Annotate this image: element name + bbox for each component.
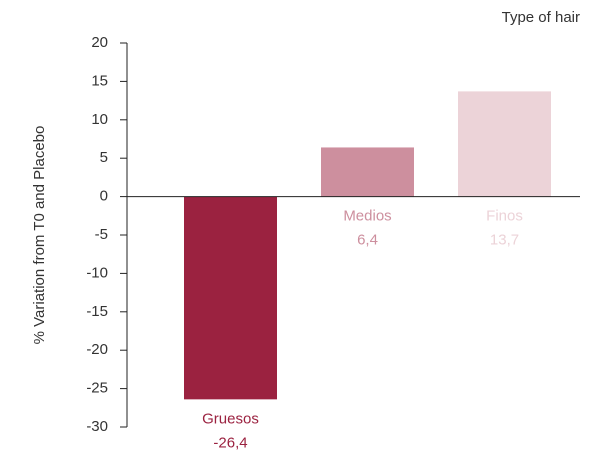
annotation: Type of hair [502,9,580,26]
value-label: 13,7 [490,232,519,249]
y-tick-label: -25 [86,380,108,397]
y-tick-label: -15 [86,303,108,320]
y-tick-label: -20 [86,341,108,358]
value-label: -26,4 [213,434,247,451]
y-tick-label: -10 [86,264,108,281]
y-axis-label: % Variation from T0 and Placebo [31,126,48,345]
y-tick-label: -5 [95,226,108,243]
bar [321,147,414,197]
category-label: Medios [343,208,391,225]
y-tick-label: 0 [100,188,108,205]
bar [458,91,551,197]
y-tick-label: 15 [91,72,108,89]
y-tick-label: 10 [91,111,108,128]
bar [184,196,277,400]
category-label: Finos [486,208,523,225]
value-label: 6,4 [357,232,378,249]
y-tick-label: 20 [91,34,108,51]
category-label: Gruesos [202,410,259,427]
y-tick-label: -30 [86,418,108,435]
y-tick-label: 5 [100,149,108,166]
